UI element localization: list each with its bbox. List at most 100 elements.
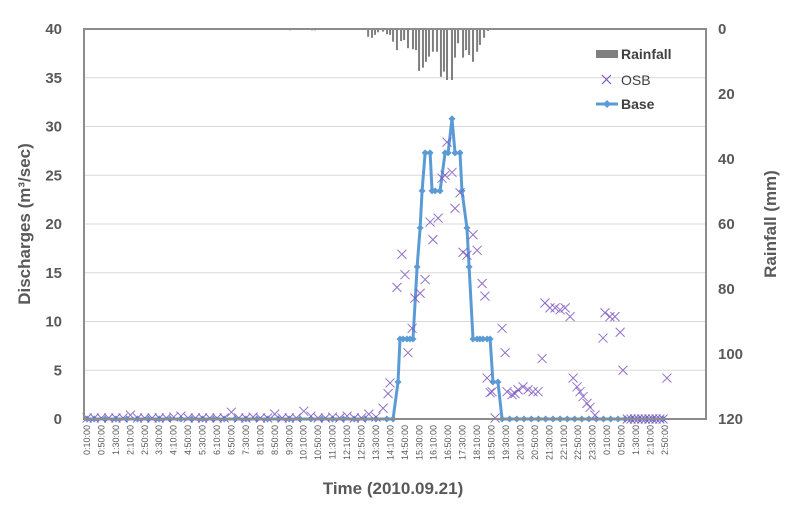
osb-point bbox=[550, 302, 560, 313]
x-tick-label: 16:10:00 bbox=[429, 425, 439, 460]
osb-point-stroke bbox=[298, 406, 309, 417]
x-tick-label: 13:30:00 bbox=[371, 425, 381, 460]
osb-point-stroke bbox=[500, 347, 510, 358]
osb-point bbox=[477, 278, 487, 289]
osb-point-stroke bbox=[487, 386, 497, 397]
osb-point bbox=[363, 409, 374, 419]
osb-point bbox=[407, 323, 417, 334]
rainfall-bar bbox=[436, 29, 439, 52]
osb-point-stroke bbox=[585, 402, 595, 413]
osb-point-stroke bbox=[383, 388, 393, 399]
osb-point-stroke bbox=[477, 278, 487, 289]
rainfall-bar bbox=[424, 29, 427, 62]
osb-point-stroke bbox=[662, 373, 672, 383]
base-point bbox=[451, 149, 459, 157]
x-tick-label: 6:10:00 bbox=[212, 425, 222, 455]
base-point bbox=[413, 263, 421, 271]
osb-point-stroke bbox=[555, 304, 565, 315]
x-tick-label: 21:30:00 bbox=[544, 425, 554, 460]
rainfall-bar bbox=[374, 29, 377, 35]
rainfall-bar bbox=[465, 29, 468, 51]
rainfall-bar bbox=[382, 29, 385, 32]
osb-point-stroke bbox=[545, 302, 555, 313]
osb-point bbox=[528, 386, 538, 397]
osb-point-stroke bbox=[600, 307, 610, 318]
osb-point bbox=[662, 373, 672, 383]
base-point bbox=[426, 149, 434, 157]
x-tick-label: 5:30:00 bbox=[198, 425, 208, 455]
base-point bbox=[469, 335, 477, 343]
rainfall-bar bbox=[450, 29, 453, 81]
osb-point bbox=[433, 213, 443, 224]
osb-point-stroke bbox=[378, 403, 388, 414]
osb-point-stroke bbox=[572, 381, 582, 392]
osb-point-stroke bbox=[392, 282, 402, 293]
osb-point bbox=[615, 327, 626, 338]
x-tick-label: 14:50:00 bbox=[400, 425, 410, 460]
y-tick-label: 15 bbox=[45, 265, 62, 282]
osb-point-stroke bbox=[528, 386, 538, 397]
osb-point-stroke bbox=[440, 170, 450, 181]
x-tick-label: 20:50:00 bbox=[530, 425, 540, 460]
base-point bbox=[494, 378, 502, 386]
base-point bbox=[431, 187, 439, 195]
rainfall-bar bbox=[439, 29, 442, 77]
x-tick-label: 0:10:00 bbox=[82, 425, 92, 455]
osb-point bbox=[618, 365, 628, 376]
rainfall-bar bbox=[446, 29, 449, 81]
base-point bbox=[436, 187, 444, 195]
y-axis-title: Discharges (m³/sec) bbox=[15, 143, 34, 305]
base-point bbox=[456, 149, 464, 157]
osb-point bbox=[442, 137, 452, 147]
osb-point-stroke bbox=[226, 407, 237, 418]
x-tick-label: 22:50:00 bbox=[573, 425, 583, 460]
left-axis-ticks: 0 5 10 15 20 25 30 35 40 bbox=[45, 21, 62, 428]
osb-point-stroke bbox=[480, 291, 490, 302]
osb-point-stroke bbox=[450, 203, 460, 214]
rainfall-bars bbox=[289, 29, 497, 81]
x-tick-label: 0:50:00 bbox=[617, 425, 627, 455]
rainfall-bar bbox=[400, 29, 403, 42]
rainfall-bar bbox=[421, 29, 424, 68]
osb-point bbox=[605, 311, 615, 322]
x-tick-label: 12:50:00 bbox=[357, 425, 367, 460]
legend-swatch-osb bbox=[601, 74, 612, 85]
osb-point bbox=[440, 170, 450, 181]
x-axis-title: Time (2010.09.21) bbox=[323, 479, 464, 498]
rainfall-bar bbox=[407, 29, 410, 49]
osb-point bbox=[537, 353, 547, 364]
x-axis-ticks: 0:10:00 0:50:00 1:30:00 2:10:00 2:50:00 3:30:… bbox=[82, 425, 670, 460]
osb-point bbox=[560, 302, 570, 313]
osb-point bbox=[400, 269, 410, 280]
x-tick-label: 10:10:00 bbox=[299, 425, 309, 460]
rainfall-bar bbox=[442, 29, 445, 72]
osb-point-stroke bbox=[615, 327, 626, 338]
osb-point bbox=[572, 381, 582, 392]
rainfall-bar bbox=[457, 29, 460, 44]
osb-point-stroke bbox=[433, 213, 443, 224]
rainfall-bar bbox=[415, 29, 418, 51]
osb-point-stroke bbox=[507, 389, 517, 400]
base-point bbox=[448, 115, 456, 123]
osb-point bbox=[545, 302, 555, 313]
y2-tick-label: 40 bbox=[718, 151, 735, 168]
osb-point-stroke bbox=[168, 412, 179, 422]
x-tick-label: 1:30:00 bbox=[631, 425, 641, 455]
osb-series bbox=[82, 137, 672, 424]
x-tick-label: 8:10:00 bbox=[255, 425, 265, 455]
osb-point-stroke bbox=[400, 269, 410, 280]
legend-label-rainfall: Rainfall bbox=[621, 46, 672, 62]
osb-point bbox=[575, 386, 585, 397]
rainfall-bar bbox=[389, 29, 392, 35]
osb-point bbox=[497, 323, 507, 334]
rainfall-bar bbox=[431, 29, 434, 52]
osb-point bbox=[513, 384, 523, 395]
osb-point-stroke bbox=[533, 386, 543, 397]
x-tick-label: 22:10:00 bbox=[559, 425, 569, 460]
x-tick-label: 9:30:00 bbox=[284, 425, 294, 455]
osb-point bbox=[598, 333, 608, 343]
y-tick-label: 10 bbox=[45, 314, 62, 331]
osb-point-stroke bbox=[510, 388, 520, 399]
osb-point bbox=[378, 403, 388, 414]
y2-axis-title: Rainfall (mm) bbox=[761, 170, 780, 278]
